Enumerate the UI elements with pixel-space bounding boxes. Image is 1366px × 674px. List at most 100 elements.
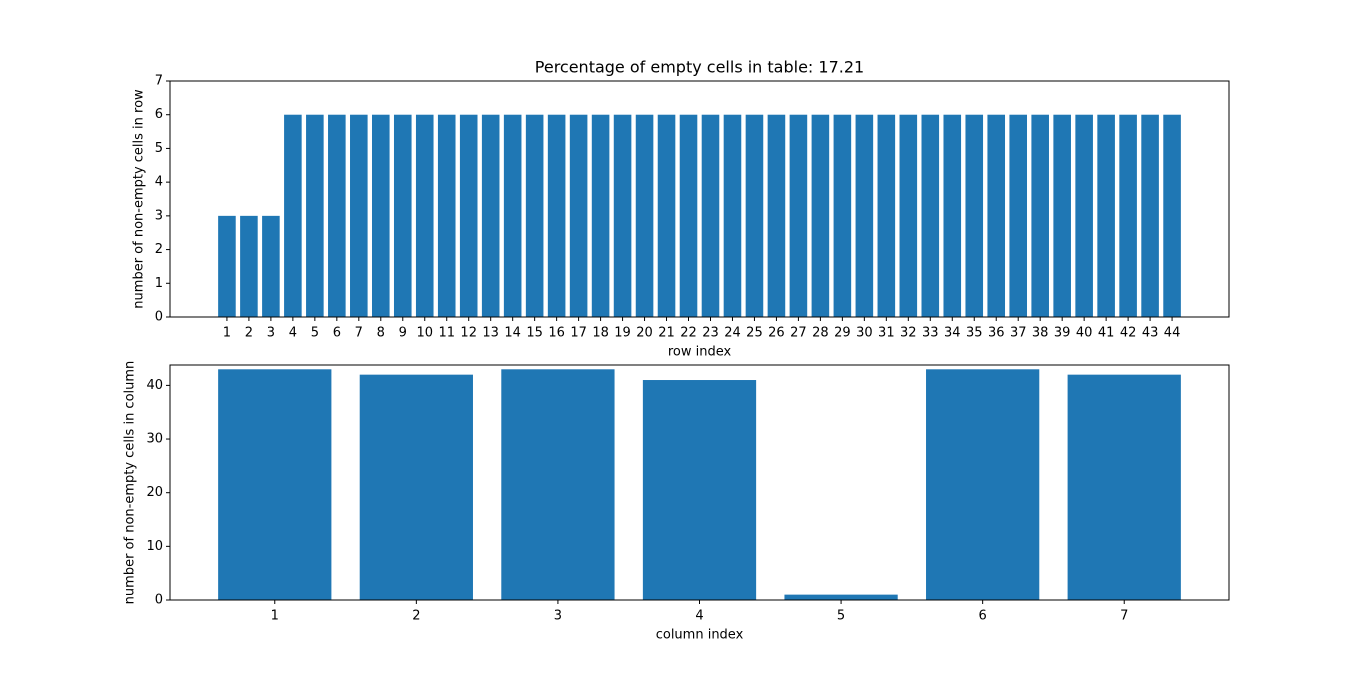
bar <box>437 114 456 317</box>
x-tick-label: 12 <box>460 326 477 341</box>
bar <box>591 114 610 317</box>
x-tick-label: 26 <box>768 326 785 341</box>
bar <box>943 114 962 317</box>
x-tick-label: 1 <box>223 326 231 341</box>
x-tick-label: 1 <box>271 609 279 624</box>
bar <box>503 114 522 317</box>
bar <box>789 114 808 317</box>
bar <box>811 114 830 317</box>
bar <box>926 369 1040 600</box>
bar <box>642 380 757 600</box>
y-tick-label: 4 <box>155 175 163 190</box>
x-tick-label: 3 <box>267 326 275 341</box>
bar <box>284 114 302 317</box>
axes-frame <box>169 80 1230 318</box>
x-tick-label: 43 <box>1142 326 1159 341</box>
bar <box>657 114 676 317</box>
bar <box>723 114 742 317</box>
y-tick-label: 7 <box>155 74 163 89</box>
x-tick-label: 29 <box>834 326 851 341</box>
x-tick-label: 5 <box>837 609 845 624</box>
x-axis-label: column index <box>656 628 744 643</box>
x-tick-label: 38 <box>1032 326 1049 341</box>
x-tick-label: 14 <box>504 326 521 341</box>
x-tick-label: 36 <box>988 326 1005 341</box>
bar <box>1075 114 1093 317</box>
bar <box>1053 114 1071 317</box>
y-axis-label: number of non-empty cells in row <box>132 89 147 309</box>
bar <box>218 369 332 600</box>
x-tick-label: 4 <box>695 609 703 624</box>
x-tick-label: 19 <box>614 326 631 341</box>
bar <box>899 114 918 317</box>
x-tick-label: 3 <box>554 609 562 624</box>
x-tick-label: 42 <box>1120 326 1137 341</box>
x-tick-label: 39 <box>1054 326 1071 341</box>
bar <box>784 594 898 600</box>
bar <box>481 114 500 317</box>
x-tick-label: 6 <box>979 609 987 624</box>
y-tick-label: 20 <box>146 485 163 500</box>
bar <box>569 114 588 317</box>
chart-title: Percentage of empty cells in table: 17.2… <box>535 58 864 77</box>
bar <box>833 114 852 317</box>
x-tick-label: 21 <box>658 326 675 341</box>
x-tick-label: 10 <box>416 326 433 341</box>
bar <box>547 114 566 317</box>
bar <box>921 114 940 317</box>
x-tick-label: 7 <box>1120 609 1128 624</box>
x-tick-label: 7 <box>355 326 363 341</box>
bar <box>262 215 280 317</box>
x-tick-label: 33 <box>922 326 939 341</box>
x-tick-label: 8 <box>377 326 385 341</box>
bar <box>877 114 896 317</box>
bar <box>359 374 473 600</box>
x-tick-label: 18 <box>592 326 609 341</box>
bar <box>1031 114 1049 317</box>
x-tick-label: 9 <box>399 326 407 341</box>
y-tick-label: 0 <box>155 310 163 325</box>
bar <box>855 114 874 317</box>
y-tick-label: 1 <box>155 276 163 291</box>
x-tick-label: 28 <box>812 326 829 341</box>
bar <box>240 215 258 317</box>
x-tick-label: 34 <box>944 326 961 341</box>
x-tick-label: 6 <box>333 326 341 341</box>
x-tick-label: 5 <box>311 326 319 341</box>
x-tick-label: 30 <box>856 326 873 341</box>
bar <box>1163 114 1181 317</box>
y-tick-label: 30 <box>146 432 163 447</box>
x-tick-label: 13 <box>482 326 499 341</box>
x-tick-label: 25 <box>746 326 763 341</box>
bar <box>350 114 368 317</box>
bar <box>745 114 764 317</box>
x-tick-label: 40 <box>1076 326 1093 341</box>
bar <box>1097 114 1115 317</box>
y-tick-label: 0 <box>155 593 163 608</box>
x-tick-label: 15 <box>526 326 543 341</box>
x-tick-label: 27 <box>790 326 807 341</box>
x-tick-label: 32 <box>900 326 917 341</box>
bar <box>218 215 236 317</box>
bar <box>767 114 786 317</box>
bar <box>1141 114 1159 317</box>
x-tick-label: 41 <box>1098 326 1115 341</box>
x-tick-label: 35 <box>966 326 983 341</box>
bar <box>987 114 1006 317</box>
x-tick-label: 44 <box>1164 326 1181 341</box>
bar <box>415 114 434 317</box>
x-tick-label: 4 <box>289 326 297 341</box>
bar <box>701 114 720 317</box>
bar <box>459 114 478 317</box>
x-tick-label: 23 <box>702 326 719 341</box>
x-tick-label: 37 <box>1010 326 1027 341</box>
bar <box>679 114 698 317</box>
y-tick-label: 3 <box>155 208 163 223</box>
bar <box>371 114 390 317</box>
y-tick-label: 6 <box>155 107 163 122</box>
x-tick-label: 16 <box>548 326 565 341</box>
x-tick-label: 17 <box>570 326 587 341</box>
y-axis-label: number of non-empty cells in column <box>123 361 138 605</box>
x-axis-label: row index <box>668 345 732 360</box>
